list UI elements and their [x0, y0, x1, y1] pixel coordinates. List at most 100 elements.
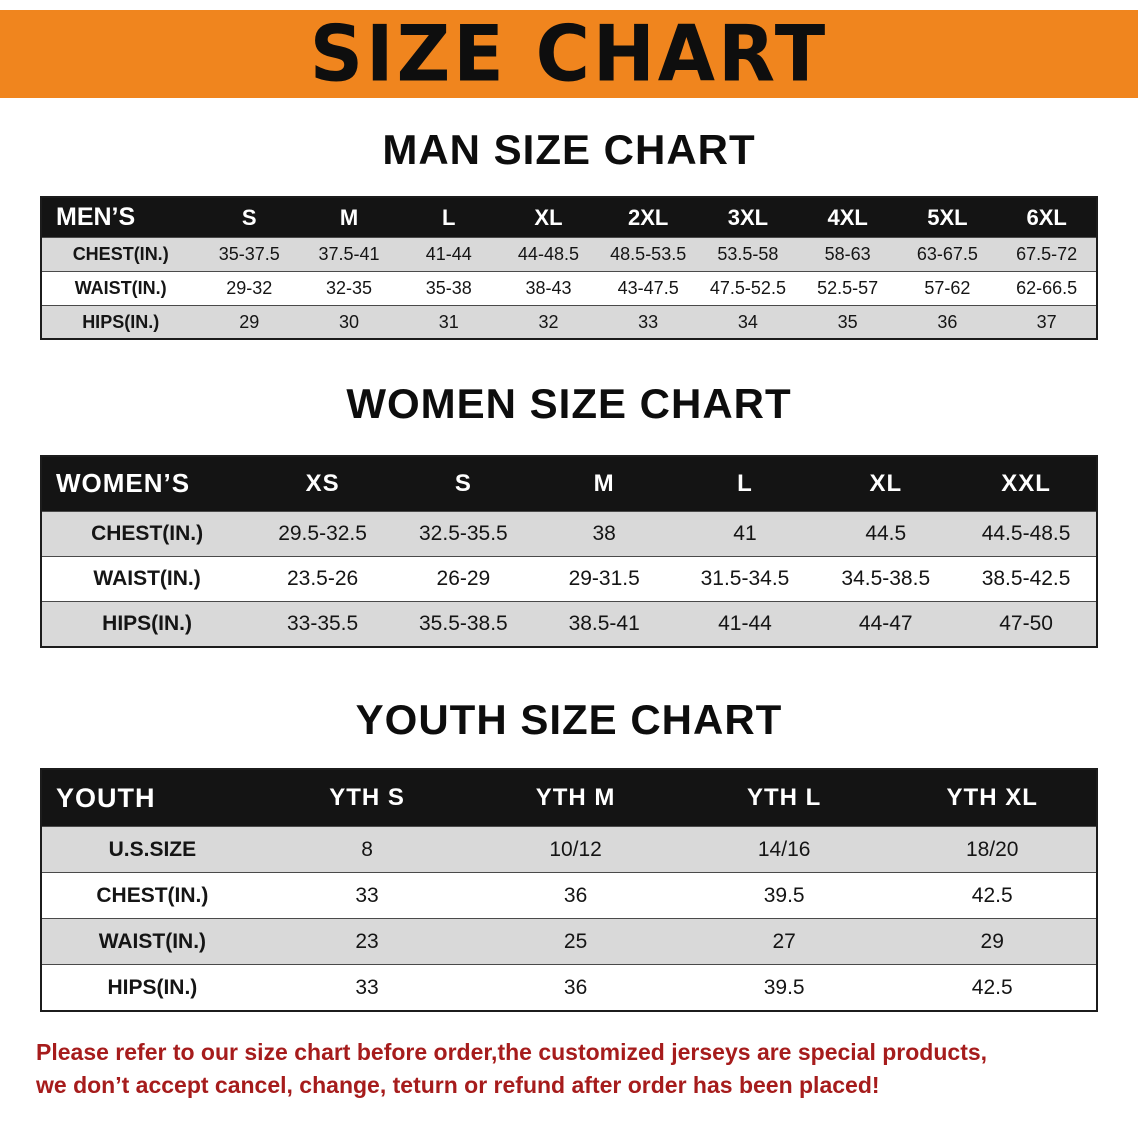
size-column-header: S: [392, 455, 534, 512]
size-column-header: YTH XL: [888, 768, 1097, 827]
size-value-cell: 43-47.5: [617, 277, 679, 298]
page-title: SIZE CHART: [309, 8, 829, 100]
measurement-row: HIPS(IN.) 29 30 31 32 33 34 35 36 37: [41, 305, 1097, 340]
size-value-cell: 34.5-38.5: [841, 567, 931, 591]
size-value-cell: 57-62: [924, 277, 971, 298]
size-value-cell: 8: [361, 837, 373, 861]
size-value-cell: 36: [563, 883, 588, 907]
size-value-cell: 63-67.5: [916, 243, 978, 264]
banner: SIZE CHART: [0, 10, 1138, 98]
women-size-chart-section: WOMEN SIZE CHART WOMEN’S XS S M L XL XXL CHEST(…: [0, 380, 1138, 648]
size-value-cell: 62-66.5: [1016, 277, 1078, 298]
size-value-cell: 44.5-48.5: [981, 522, 1071, 546]
row-label: U.S.SIZE: [108, 837, 197, 861]
size-value-cell: 29-31.5: [568, 567, 640, 591]
header-row: YOUTH YTH S YTH M YTH L YTH XL: [41, 768, 1097, 827]
header-row: MEN’S S M L XL 2XL 3XL 4XL 5XL 6XL: [41, 197, 1097, 238]
table-corner-label: WOMEN’S: [41, 455, 253, 512]
measurement-row: CHEST(IN.) 33 36 39.5 42.5: [41, 872, 1097, 919]
size-value-cell: 32.5-35.5: [419, 522, 508, 546]
youth-size-chart-section: YOUTH SIZE CHART YOUTH YTH S YTH M YTH L YTH…: [0, 696, 1138, 1012]
size-value-cell: 67.5-72: [1016, 243, 1078, 264]
size-value-cell: 25: [563, 929, 588, 953]
measurement-row: WAIST(IN.) 29-32 32-35 35-38 38-43 43-47.5 47.…: [41, 271, 1097, 306]
size-column-header: 4XL: [797, 197, 898, 238]
size-value-cell: 48.5-53.5: [610, 243, 687, 264]
table-corner-label: YOUTH: [41, 768, 263, 827]
size-column-header: 2XL: [598, 197, 699, 238]
youth-size-table: YOUTH YTH S YTH M YTH L YTH XL U.S.SIZE 8 10/12…: [40, 767, 1098, 1012]
size-value-cell: 35-38: [425, 277, 472, 298]
size-value-cell: 47-50: [999, 611, 1053, 635]
size-value-cell: 33: [355, 883, 379, 907]
size-chart-page: SIZE CHART MAN SIZE CHART MEN’S S M L XL 2XL 3…: [0, 10, 1138, 1103]
size-value-cell: 36: [937, 311, 958, 332]
size-value-cell: 38-43: [525, 277, 572, 298]
size-value-cell: 29: [980, 929, 1004, 953]
size-value-cell: 42.5: [971, 975, 1013, 999]
size-column-header: S: [199, 197, 300, 238]
size-value-cell: 39.5: [763, 883, 805, 907]
size-column-header: 5XL: [897, 197, 998, 238]
size-value-cell: 38: [592, 522, 616, 546]
measurement-row: HIPS(IN.) 33 36 39.5 42.5: [41, 964, 1097, 1011]
youth-size-chart-heading: YOUTH SIZE CHART: [355, 695, 783, 743]
men-size-chart-heading: MAN SIZE CHART: [382, 126, 756, 173]
row-label: HIPS(IN.): [102, 611, 193, 635]
size-column-header: XL: [498, 197, 599, 238]
size-value-cell: 33-35.5: [286, 611, 359, 635]
size-value-cell: 41-44: [718, 611, 772, 635]
row-label: HIPS(IN.): [107, 975, 198, 999]
row-label: CHEST(IN.): [91, 522, 204, 546]
size-value-cell: 32: [538, 311, 559, 332]
row-label: WAIST(IN.): [93, 567, 201, 591]
size-value-cell: 34: [737, 311, 758, 332]
size-value-cell: 23: [355, 929, 379, 953]
size-value-cell: 36: [563, 975, 588, 999]
size-value-cell: 14/16: [757, 837, 811, 861]
size-value-cell: 42.5: [971, 883, 1013, 907]
size-value-cell: 44-47: [858, 611, 913, 635]
size-column-header: L: [674, 455, 816, 512]
table-corner-label: MEN’S: [41, 197, 200, 238]
measurement-row: U.S.SIZE 8 10/12 14/16 18/20: [41, 826, 1097, 873]
size-column-header: YTH M: [471, 768, 680, 827]
measurement-row: WAIST(IN.) 23 25 27 29: [41, 918, 1097, 965]
size-value-cell: 23.5-26: [286, 567, 359, 591]
size-column-header: XS: [252, 455, 393, 512]
size-value-cell: 37: [1036, 311, 1057, 332]
size-value-cell: 38.5-42.5: [981, 567, 1071, 591]
women-size-chart-heading: WOMEN SIZE CHART: [346, 380, 792, 428]
measurement-row: HIPS(IN.) 33-35.5 35.5-38.5 38.5-41 41-44 44-…: [41, 601, 1097, 647]
size-value-cell: 39.5: [763, 975, 805, 999]
size-value-cell: 32-35: [325, 277, 373, 298]
size-value-cell: 33: [638, 311, 659, 332]
size-value-cell: 31.5-34.5: [700, 567, 790, 591]
size-value-cell: 10/12: [549, 837, 602, 861]
size-value-cell: 38.5-41: [568, 611, 640, 635]
size-value-cell: 27: [772, 929, 796, 953]
size-value-cell: 44-48.5: [517, 243, 579, 264]
size-value-cell: 47.5-52.5: [709, 277, 786, 298]
row-label: WAIST(IN.): [74, 277, 167, 298]
size-value-cell: 26-29: [436, 567, 491, 591]
note-line-1: Please refer to our size chart before or…: [36, 1038, 988, 1065]
row-label: WAIST(IN.): [98, 929, 207, 953]
size-column-header: 6XL: [997, 197, 1097, 238]
size-value-cell: 35.5-38.5: [419, 611, 508, 635]
size-column-header: XXL: [956, 455, 1097, 512]
measurement-row: CHEST(IN.) 35-37.5 37.5-41 41-44 44-48.5 48.5…: [41, 237, 1097, 272]
size-value-cell: 37.5-41: [318, 243, 380, 264]
note-line-2: we don’t accept cancel, change, teturn o…: [36, 1072, 880, 1099]
size-column-header: M: [533, 455, 675, 512]
size-column-header: 3XL: [698, 197, 798, 238]
size-value-cell: 53.5-58: [717, 243, 779, 264]
men-size-chart-section: MAN SIZE CHART MEN’S S M L XL 2XL 3XL 4XL 5XL 6XL…: [0, 126, 1138, 341]
order-policy-note: Please refer to our size chart before or…: [36, 1036, 1138, 1103]
size-column-header: YTH L: [679, 768, 889, 827]
measurement-row: CHEST(IN.) 29.5-32.5 32.5-35.5 38 41 44.5 44.5…: [41, 511, 1097, 557]
size-value-cell: 33: [355, 975, 379, 999]
size-value-cell: 35-37.5: [218, 243, 280, 264]
row-label: CHEST(IN.): [96, 883, 209, 907]
size-value-cell: 30: [338, 311, 359, 332]
